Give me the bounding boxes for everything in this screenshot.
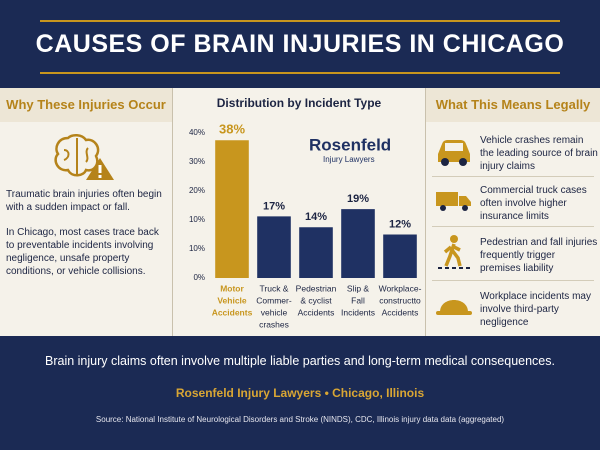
- content-panel: Why These Injuries Occur What This Means…: [0, 88, 600, 336]
- x-tick-label: Pedestrian: [296, 283, 337, 293]
- divider: [425, 88, 426, 336]
- value-label: 14%: [305, 211, 327, 223]
- logo-tagline: Injury Lawyers: [323, 155, 375, 164]
- y-tick-label: 40%: [189, 128, 205, 137]
- x-tick-label: Workplace-: [379, 283, 422, 293]
- brain-icon: [54, 134, 114, 180]
- y-tick-label: 30%: [189, 157, 205, 166]
- title-rule: [40, 20, 560, 22]
- legal-icons: [436, 140, 472, 315]
- value-label: 19%: [347, 193, 369, 205]
- footer-firm: Rosenfeld Injury Lawyers • Chicago, Illi…: [175, 386, 425, 400]
- legal-point: Workplace incidents may involve third-pa…: [480, 291, 591, 328]
- right-heading: What This Means Legally: [426, 88, 600, 122]
- value-label: 12%: [389, 218, 411, 230]
- chart-title: Distribution by Incident Type: [217, 96, 382, 110]
- x-tick-label: Accidents: [298, 307, 335, 317]
- x-tick-label: Commer-: [256, 295, 292, 305]
- page-title: CAUSES OF BRAIN INJURIES IN CHICAGO: [35, 30, 565, 58]
- x-tick-label: Accidents: [382, 307, 419, 317]
- separator: [432, 280, 594, 281]
- x-tick-label: Truck &: [260, 283, 289, 293]
- x-tick-label: crashes: [259, 319, 289, 329]
- title-rule: [40, 72, 560, 74]
- x-tick-label: & cyclist: [300, 295, 332, 305]
- divider: [172, 88, 173, 336]
- paragraph: Traumatic brain injuries often begin wit…: [6, 189, 162, 213]
- x-tick-label: constructto: [379, 295, 421, 305]
- bar: [383, 234, 417, 278]
- x-tick-label: vehicle: [261, 307, 288, 317]
- bar: [215, 140, 249, 278]
- value-label: 17%: [263, 200, 285, 212]
- value-label: 38%: [219, 122, 245, 137]
- separator: [432, 176, 594, 177]
- footer-message: Brain injury claims often involve multip…: [45, 354, 555, 368]
- x-tick-label: Fall: [351, 295, 365, 305]
- legal-point: Vehicle crashes remain the leading sourc…: [480, 135, 598, 172]
- x-tick-label: Motor: [220, 283, 244, 293]
- chart: Distribution by Incident Type Rosenfeld …: [189, 96, 422, 329]
- bar: [341, 209, 375, 278]
- x-tick-label: Incidents: [341, 307, 375, 317]
- separator: [432, 226, 594, 227]
- bar: [299, 227, 333, 278]
- left-heading: Why These Injuries Occur: [0, 88, 172, 122]
- legal-point: Pedestrian and fall injuries frequently …: [480, 237, 598, 274]
- y-tick-label: 10%: [189, 244, 205, 253]
- paragraph: In Chicago, most cases trace back to pre…: [6, 227, 159, 277]
- y-tick-label: 0%: [193, 273, 205, 282]
- y-tick-label: 10%: [189, 215, 205, 224]
- y-tick-label: 20%: [189, 186, 205, 195]
- x-tick-label: Slip &: [347, 283, 370, 293]
- x-tick-label: Vehicle: [217, 295, 247, 305]
- legal-point: Commercial truck cases often involve hig…: [480, 185, 587, 222]
- x-tick-label: Accidents: [212, 307, 253, 317]
- footer-source: Source: National Institute of Neurologic…: [95, 415, 505, 424]
- bar: [257, 216, 291, 278]
- logo-name: Rosenfeld: [309, 135, 391, 154]
